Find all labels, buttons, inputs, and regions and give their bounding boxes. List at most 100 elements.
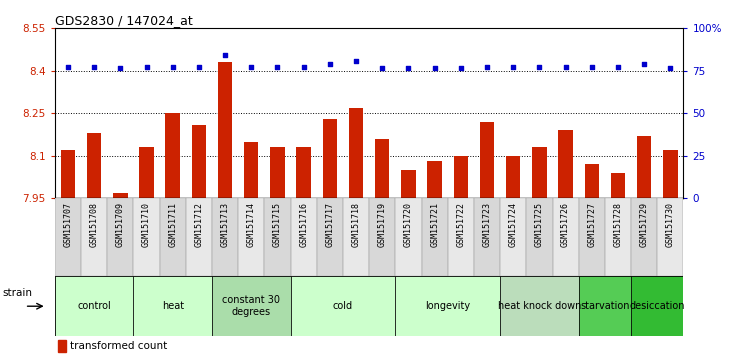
Bar [395, 276, 500, 336]
Bar [579, 276, 631, 336]
Point [62, 64, 74, 69]
Point [481, 64, 493, 69]
Text: GSM151715: GSM151715 [273, 202, 282, 247]
Bar [532, 147, 547, 198]
Bar [218, 62, 232, 198]
Point [324, 61, 336, 67]
Bar [631, 276, 683, 336]
Point [115, 65, 126, 71]
Text: GSM151716: GSM151716 [299, 202, 308, 247]
Bar [165, 113, 180, 198]
Bar [401, 170, 416, 198]
Text: GSM151719: GSM151719 [378, 202, 387, 247]
Text: GSM151717: GSM151717 [325, 202, 334, 247]
Point [534, 64, 545, 69]
Text: constant 30
degrees: constant 30 degrees [222, 295, 280, 317]
Point [376, 65, 388, 71]
Text: heat knock down: heat knock down [498, 301, 581, 311]
Bar [212, 276, 290, 336]
Bar [343, 198, 369, 276]
Text: GSM151711: GSM151711 [168, 202, 177, 247]
Text: GSM151718: GSM151718 [352, 202, 360, 247]
Bar [61, 150, 75, 198]
Text: GSM151724: GSM151724 [509, 202, 518, 247]
Bar [297, 147, 311, 198]
Point [455, 65, 466, 71]
Bar [526, 198, 553, 276]
Bar [192, 125, 206, 198]
Bar [113, 193, 127, 198]
Point [350, 58, 362, 64]
Text: GSM151723: GSM151723 [482, 202, 491, 247]
Point [298, 64, 309, 69]
Bar [422, 198, 447, 276]
Point [586, 64, 598, 69]
Point [88, 64, 100, 69]
Text: cold: cold [333, 301, 353, 311]
Bar [605, 198, 631, 276]
Text: longevity: longevity [425, 301, 470, 311]
Text: GSM151725: GSM151725 [535, 202, 544, 247]
Bar [500, 198, 526, 276]
Bar [290, 198, 317, 276]
Bar [81, 198, 107, 276]
Bar [657, 198, 683, 276]
Point [403, 65, 414, 71]
Point [167, 64, 178, 69]
Bar [631, 198, 657, 276]
Text: strain: strain [3, 288, 33, 298]
Text: GSM151720: GSM151720 [404, 202, 413, 247]
Bar [55, 198, 81, 276]
Bar [506, 156, 520, 198]
Bar [585, 164, 599, 198]
Bar [58, 340, 66, 352]
Text: GSM151712: GSM151712 [194, 202, 203, 247]
Bar [447, 198, 474, 276]
Bar [244, 142, 259, 198]
Bar [558, 130, 573, 198]
Bar [265, 198, 290, 276]
Bar [553, 198, 579, 276]
Bar [369, 198, 395, 276]
Text: GSM151721: GSM151721 [430, 202, 439, 247]
Bar [375, 139, 390, 198]
Bar [480, 122, 494, 198]
Point [560, 64, 572, 69]
Text: GSM151709: GSM151709 [115, 202, 125, 247]
Point [246, 64, 257, 69]
Point [193, 64, 205, 69]
Bar [317, 198, 343, 276]
Bar [322, 119, 337, 198]
Bar [186, 198, 212, 276]
Bar [663, 150, 678, 198]
Bar [290, 276, 395, 336]
Bar [500, 276, 579, 336]
Bar [428, 161, 442, 198]
Text: GSM151713: GSM151713 [221, 202, 230, 247]
Bar [637, 136, 651, 198]
Text: GSM151729: GSM151729 [640, 202, 648, 247]
Bar [133, 276, 212, 336]
Text: control: control [77, 301, 111, 311]
Text: GSM151726: GSM151726 [561, 202, 570, 247]
Point [219, 52, 231, 58]
Text: GDS2830 / 147024_at: GDS2830 / 147024_at [55, 14, 192, 27]
Text: GSM151710: GSM151710 [142, 202, 151, 247]
Point [429, 65, 441, 71]
Text: GSM151714: GSM151714 [247, 202, 256, 247]
Text: GSM151727: GSM151727 [587, 202, 596, 247]
Bar [107, 198, 133, 276]
Bar [270, 147, 284, 198]
Text: heat: heat [162, 301, 183, 311]
Bar [87, 133, 102, 198]
Bar [55, 276, 133, 336]
Text: starvation: starvation [580, 301, 629, 311]
Point [664, 65, 676, 71]
Text: GSM151728: GSM151728 [613, 202, 623, 247]
Text: transformed count: transformed count [70, 341, 167, 351]
Bar [133, 198, 159, 276]
Text: desiccation: desiccation [629, 301, 685, 311]
Point [612, 64, 624, 69]
Text: GSM151730: GSM151730 [666, 202, 675, 247]
Point [638, 61, 650, 67]
